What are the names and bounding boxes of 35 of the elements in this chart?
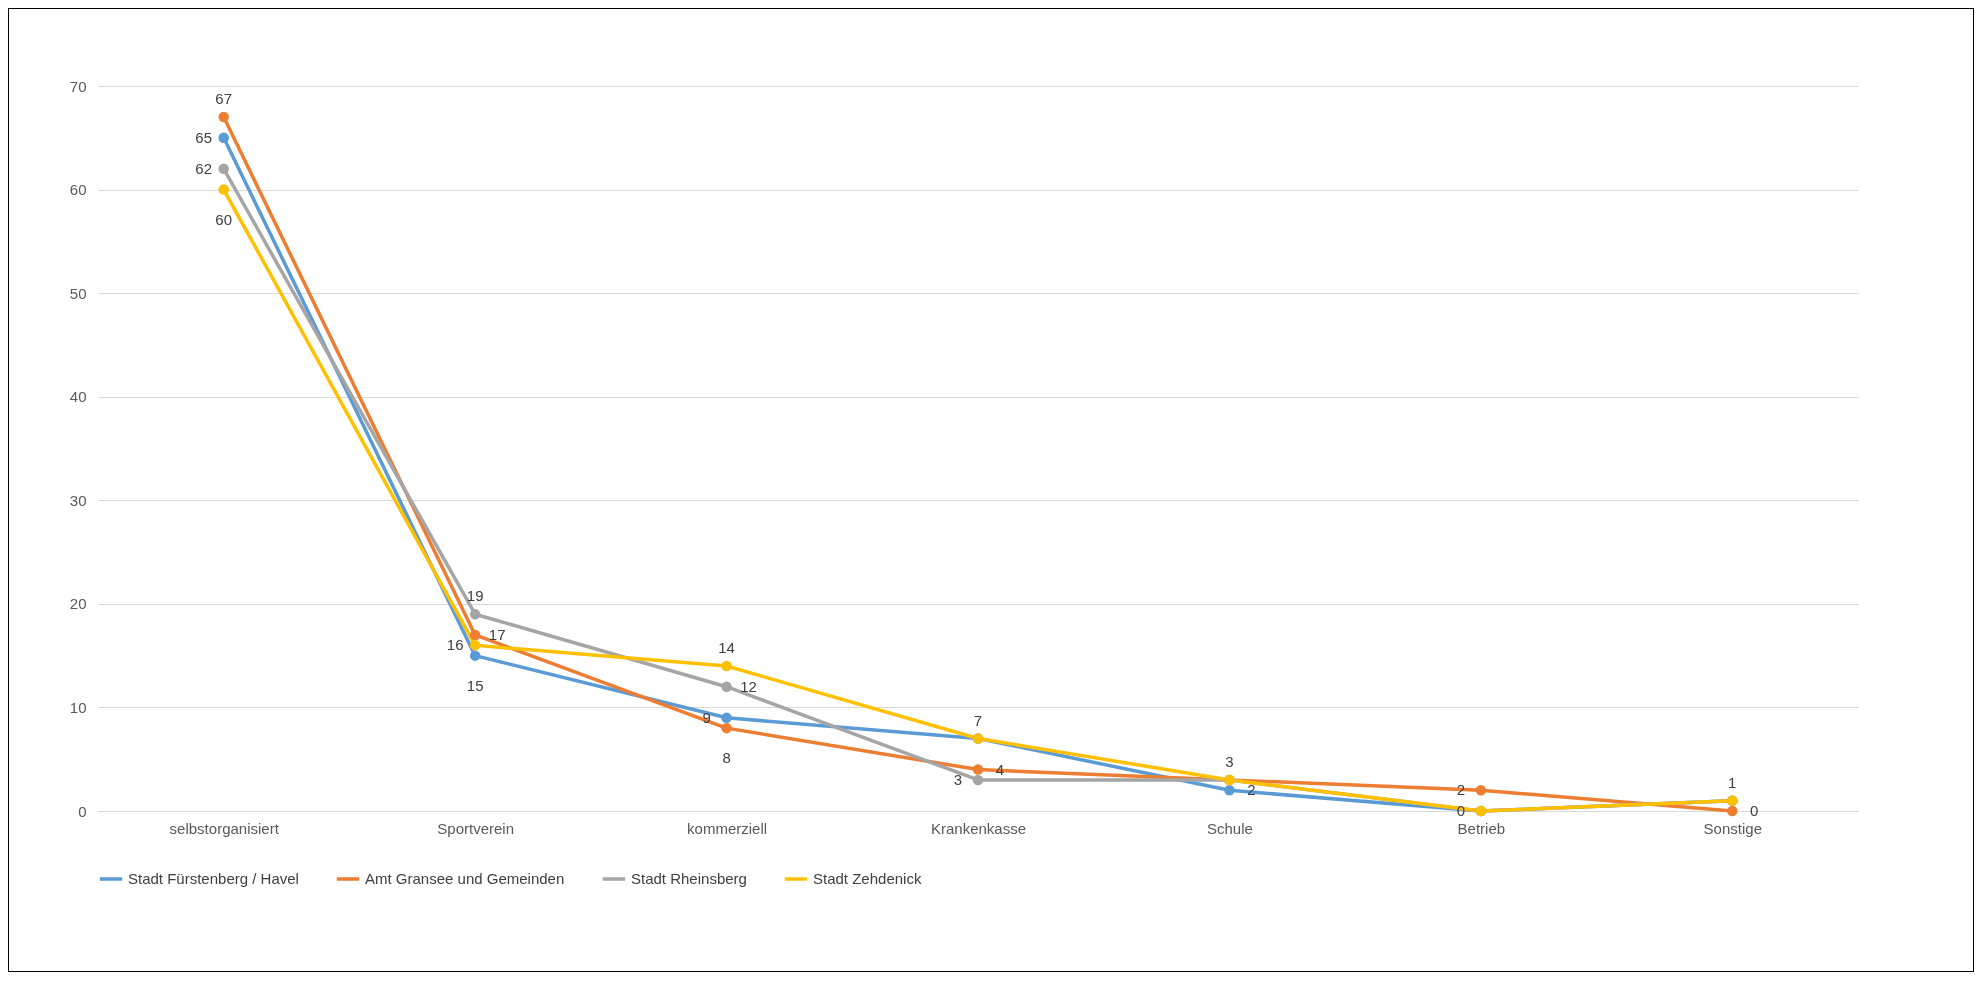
x-tick-label: kommerziell <box>687 819 768 837</box>
x-tick-label: Schule <box>1206 819 1253 837</box>
data-label: 0 <box>1750 802 1759 819</box>
y-tick-label: 50 <box>69 284 87 302</box>
data-label: 7 <box>973 711 983 729</box>
data-label: 15 <box>466 676 484 694</box>
y-tick-label: 70 <box>69 77 87 95</box>
legend-label: Stadt Fürstenberg / Havel <box>128 870 299 887</box>
data-label: 19 <box>466 587 484 605</box>
data-label: 12 <box>740 677 757 695</box>
data-label: 16 <box>446 636 464 654</box>
y-tick-label: 40 <box>69 388 87 406</box>
y-tick-label: 20 <box>69 595 87 613</box>
data-label: 3 <box>953 770 963 788</box>
y-tick-label: 60 <box>69 181 87 199</box>
y-tick-label: 30 <box>69 491 87 509</box>
y-tick-label: 0 <box>78 802 87 820</box>
data-label: 1 <box>1728 773 1737 791</box>
x-tick-label: Sonstige <box>1703 819 1762 837</box>
y-tick-label: 10 <box>69 698 87 716</box>
x-tick-label: Betrieb <box>1457 819 1506 837</box>
data-label: 14 <box>718 639 735 656</box>
legend-label: Stadt Zehdenick <box>813 870 922 887</box>
x-tick-label: selbstorganisiert <box>169 819 280 837</box>
x-tick-label: Krankenkasse <box>930 819 1027 837</box>
x-tick-label: Sportverein <box>437 819 514 837</box>
data-label: 3 <box>1225 752 1234 770</box>
data-label: 65 <box>195 128 213 146</box>
legend-label: Stadt Rheinsberg <box>631 870 747 887</box>
data-label: 67 <box>215 90 233 108</box>
data-label: 17 <box>488 625 506 643</box>
data-label: 60 <box>215 210 233 228</box>
data-label: 62 <box>195 159 213 177</box>
legend-label: Amt Gransee und Gemeinden <box>365 870 565 887</box>
data-label: 8 <box>722 749 731 767</box>
